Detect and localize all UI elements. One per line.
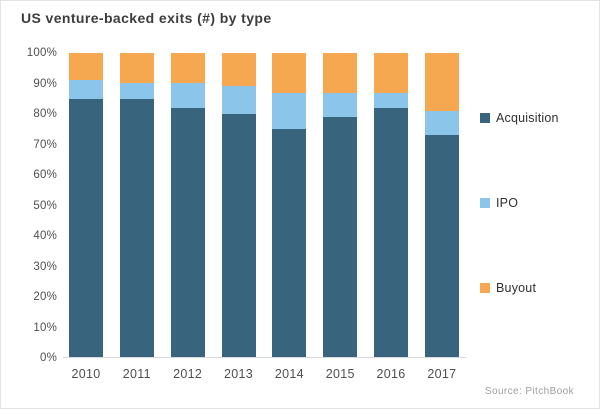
segment-ipo-2013 xyxy=(221,86,256,114)
x-tick-2017: 2017 xyxy=(427,367,457,381)
x-tick-2013: 2013 xyxy=(224,367,254,381)
legend-label-buyout: Buyout xyxy=(496,281,537,295)
x-tick-2012: 2012 xyxy=(173,367,203,381)
y-tick-30pct: 30% xyxy=(33,260,57,273)
segment-acquisition-2011 xyxy=(119,98,154,357)
segment-buyout-2013 xyxy=(221,53,256,87)
legend-label-acquisition: Acquisition xyxy=(496,111,559,125)
segment-buyout-2015 xyxy=(323,53,358,93)
y-tick-70pct: 70% xyxy=(33,138,57,151)
source-note: Source: PitchBook xyxy=(484,386,574,397)
segment-acquisition-2012 xyxy=(170,107,205,357)
segment-ipo-2012 xyxy=(170,83,205,108)
segment-acquisition-2016 xyxy=(374,107,409,357)
bar-column-2017: 2017 xyxy=(424,53,459,381)
segment-acquisition-2017 xyxy=(424,135,459,357)
bar-column-2011: 2011 xyxy=(119,53,154,381)
y-tick-0pct: 0% xyxy=(39,352,57,364)
bar-column-2015: 2015 xyxy=(323,53,358,381)
y-tick-100pct: 100% xyxy=(26,47,57,59)
x-tick-2015: 2015 xyxy=(325,367,355,381)
segment-acquisition-2014 xyxy=(272,129,307,357)
y-tick-40pct: 40% xyxy=(33,230,57,242)
legend-item-acquisition: Acquisition xyxy=(480,111,559,125)
y-tick-50pct: 50% xyxy=(33,199,57,212)
legend-swatch-ipo xyxy=(480,198,490,208)
y-tick-90pct: 90% xyxy=(33,77,57,90)
bar-column-2016: 2016 xyxy=(374,53,409,381)
segment-ipo-2011 xyxy=(119,83,154,99)
y-tick-10pct: 10% xyxy=(33,321,57,334)
segment-buyout-2014 xyxy=(272,53,307,93)
y-tick-80pct: 80% xyxy=(33,108,57,120)
bar-column-2013: 2013 xyxy=(221,53,256,381)
bar-column-2012: 2012 xyxy=(170,53,205,381)
chart-title: US venture-backed exits (#) by type xyxy=(21,10,272,26)
segment-buyout-2012 xyxy=(170,53,205,84)
legend-item-buyout: Buyout xyxy=(480,281,536,295)
y-tick-60pct: 60% xyxy=(33,169,57,181)
segment-buyout-2017 xyxy=(424,53,459,111)
segment-buyout-2010 xyxy=(69,53,103,81)
bar-column-2010: 2010 xyxy=(69,53,103,381)
segment-buyout-2016 xyxy=(374,53,409,93)
legend-label-ipo: IPO xyxy=(496,196,519,210)
y-tick-20pct: 20% xyxy=(33,291,57,303)
legend-swatch-acquisition xyxy=(480,113,490,123)
segment-ipo-2014 xyxy=(272,92,307,129)
legend-item-ipo: IPO xyxy=(480,196,518,210)
segment-acquisition-2013 xyxy=(221,113,256,357)
x-tick-2014: 2014 xyxy=(274,367,304,381)
bar-column-2014: 2014 xyxy=(272,53,307,381)
x-tick-2010: 2010 xyxy=(71,367,101,381)
legend-swatch-buyout xyxy=(480,283,490,293)
segment-acquisition-2010 xyxy=(69,98,103,357)
segment-acquisition-2015 xyxy=(323,116,358,357)
segment-buyout-2011 xyxy=(119,53,154,84)
plot-area: 2010 2011 2012 2013 2014 2015 2016 2017 xyxy=(63,53,466,381)
x-tick-2016: 2016 xyxy=(376,367,406,381)
segment-ipo-2017 xyxy=(424,110,459,136)
y-axis: 100% 90% 80% 70% 60% 50% 40% 30% 20% 10% 0% xyxy=(1,47,57,364)
bars-container: 2010 2011 2012 2013 2014 2015 2016 2017 xyxy=(63,53,466,381)
segment-ipo-2016 xyxy=(374,92,409,108)
x-tick-2011: 2011 xyxy=(122,367,151,381)
segment-ipo-2015 xyxy=(323,92,358,117)
segment-ipo-2010 xyxy=(69,80,103,99)
